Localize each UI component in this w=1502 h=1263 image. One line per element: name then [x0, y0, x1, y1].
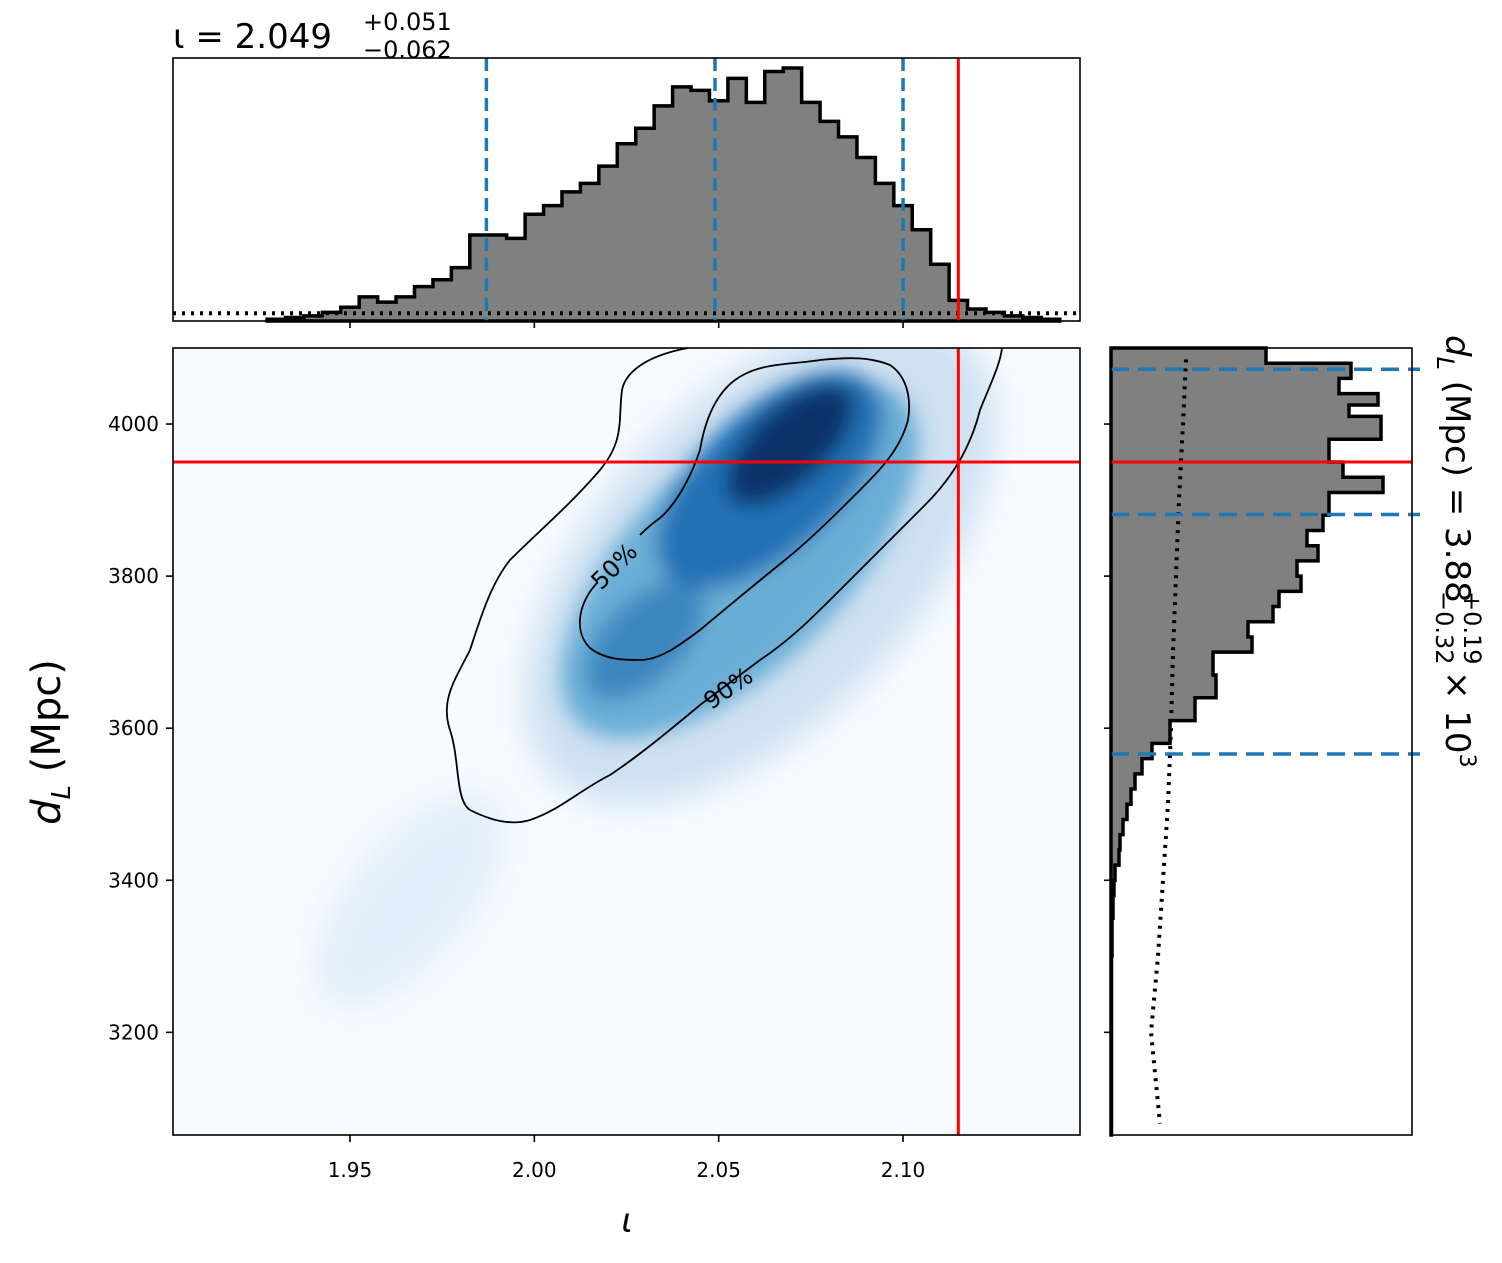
svg-text:× 103: × 103 [1437, 671, 1479, 768]
y-tick-label: 3200 [108, 1020, 159, 1044]
right-panel-frame [1110, 347, 1413, 1136]
right-label-minus: −0.32 [1430, 591, 1458, 665]
y-axis-label-symbol: d [24, 799, 70, 825]
joint-panel: 50% 90% 1.95 2.00 2.05 2.10 320034003600380… [24, 347, 1081, 1241]
contour-50 [578, 357, 910, 661]
right-label-exp: 3 [1454, 754, 1479, 768]
joint-panel-frame [172, 347, 1081, 1136]
title-plus: +0.051 [363, 8, 452, 36]
y-tick-label: 3600 [108, 716, 159, 740]
title-median: 2.049 [235, 17, 332, 57]
right-label-plus: +0.19 [1458, 591, 1486, 665]
right-prior-line [1148, 359, 1188, 1124]
right-label-median: 3.88 [1437, 527, 1477, 603]
right-label-scale: × 10 [1437, 671, 1477, 754]
density-tail [314, 793, 506, 1007]
right-histogram [1109, 346, 1385, 1137]
density-left-blob [584, 579, 706, 701]
right-marginal-label: dL (Mpc) = 3.88 +0.19 −0.32 × 103 [1430, 335, 1486, 768]
x-tick-label: 1.95 [328, 1158, 373, 1182]
top-histogram [265, 66, 1062, 323]
top-marginal-panel: ι = 2.049 +0.051 −0.062 [172, 8, 1081, 328]
right-label-symbol: d [1437, 335, 1477, 357]
density-heatmap [314, 348, 996, 1007]
title-eq: = [185, 17, 235, 57]
title-param: ι [173, 17, 185, 57]
y-axis-label-unit: (Mpc) [24, 659, 70, 772]
y-tick-label: 3400 [108, 868, 159, 892]
y-axis-label-sub: L [47, 785, 77, 800]
title-minus: −0.062 [363, 36, 452, 64]
contour-90 [445, 348, 1003, 824]
right-label-sub: L [1431, 357, 1459, 370]
right-label-unit: (Mpc) [1437, 381, 1477, 477]
y-tick-label: 3800 [108, 564, 159, 588]
x-tick-label: 2.05 [696, 1158, 741, 1182]
x-tick-label: 2.10 [881, 1158, 926, 1182]
right-marginal-panel: dL (Mpc) = 3.88 +0.19 −0.32 × 103 [1104, 335, 1486, 1137]
density-peak [726, 383, 854, 507]
y-axis-label: dL (Mpc) [24, 659, 77, 825]
right-label-space [1437, 370, 1477, 381]
y-axis-label-space [24, 772, 70, 785]
top-title: ι = 2.049 [173, 17, 332, 57]
y-tick-label: 4000 [108, 412, 159, 436]
svg-text:dL (Mpc): dL (Mpc) [24, 659, 77, 825]
x-tick-label: 2.00 [512, 1158, 557, 1182]
right-label-eq: = [1437, 477, 1477, 527]
top-panel-frame [172, 57, 1081, 322]
svg-text:dL (Mpc) = 3.88: dL (Mpc) = 3.88 [1431, 335, 1477, 603]
x-axis-label: ι [621, 1201, 633, 1241]
